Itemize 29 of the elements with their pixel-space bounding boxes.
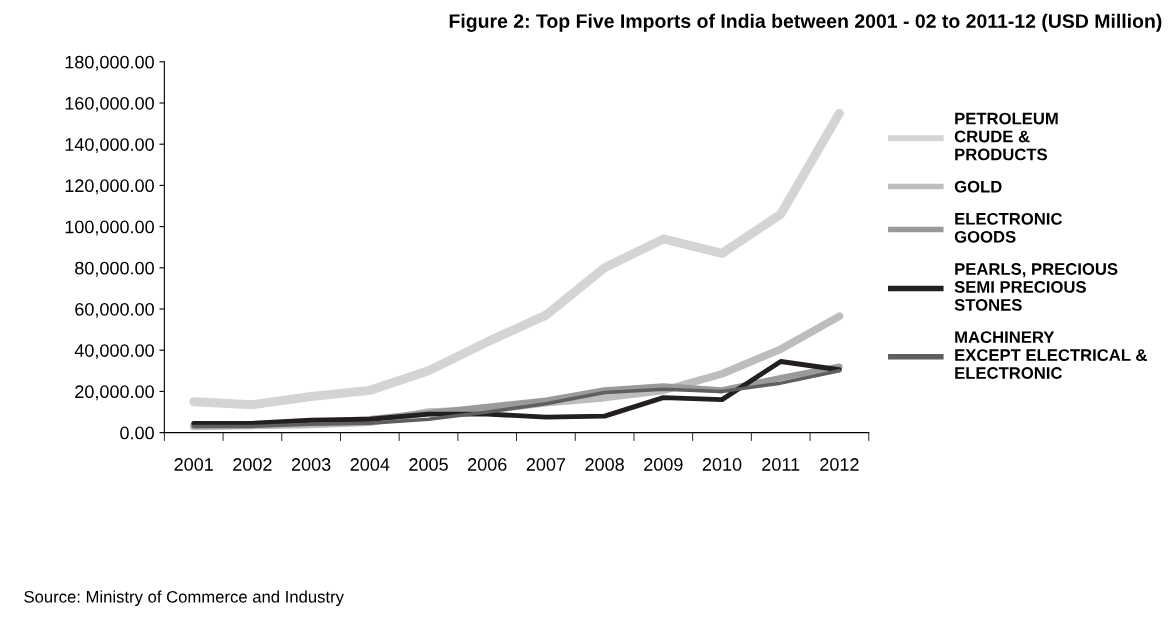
legend-label: MACHINERY EXCEPT ELECTRICAL & ELECTRONIC bbox=[955, 331, 1147, 379]
x-tick-label: 2006 bbox=[468, 458, 507, 471]
chart-title: Figure 2: Top Five Imports of India between 2001 - 02 to 2011-12 (USD Million) bbox=[449, 13, 1162, 32]
x-tick-label: 2009 bbox=[644, 458, 683, 471]
x-tick-label: 2008 bbox=[585, 458, 624, 471]
legend-label: PEARLS, PRECIOUS SEMI PRECIOUS STONES bbox=[954, 263, 1118, 311]
y-tick-label: 160,000.00 bbox=[65, 96, 154, 112]
y-tick-label: 0.00 bbox=[120, 426, 154, 440]
x-tick-label: 2001 bbox=[174, 458, 213, 471]
y-tick-label: 60,000.00 bbox=[75, 302, 154, 318]
y-tick-label: 120,000.00 bbox=[65, 179, 154, 195]
legend-label: PETROLEUM CRUDE & PRODUCTS bbox=[954, 112, 1058, 161]
y-tick-label: 40,000.00 bbox=[74, 344, 154, 360]
x-tick-label: 2005 bbox=[409, 458, 448, 471]
x-tick-label: 2002 bbox=[233, 458, 272, 471]
x-tick-label: 2010 bbox=[702, 458, 742, 471]
x-tick-label: 2012 bbox=[820, 458, 859, 471]
legend-label: GOLD bbox=[954, 180, 1002, 193]
y-tick-label: 20,000.00 bbox=[75, 385, 154, 401]
x-tick-label: 2003 bbox=[291, 458, 331, 471]
source-note: Source: Ministry of Commerce and Industry bbox=[24, 590, 344, 607]
x-tick-label: 2011 bbox=[762, 458, 800, 471]
y-tick-label: 80,000.00 bbox=[75, 261, 154, 277]
x-tick-label: 2007 bbox=[526, 458, 566, 471]
y-tick-label: 100,000.00 bbox=[65, 220, 154, 236]
x-tick-label: 2004 bbox=[350, 458, 390, 471]
y-tick-label: 140,000.00 bbox=[65, 138, 154, 154]
y-tick-label: 180,000.00 bbox=[65, 55, 154, 71]
legend-label: ELECTRONIC GOODS bbox=[954, 212, 1063, 243]
